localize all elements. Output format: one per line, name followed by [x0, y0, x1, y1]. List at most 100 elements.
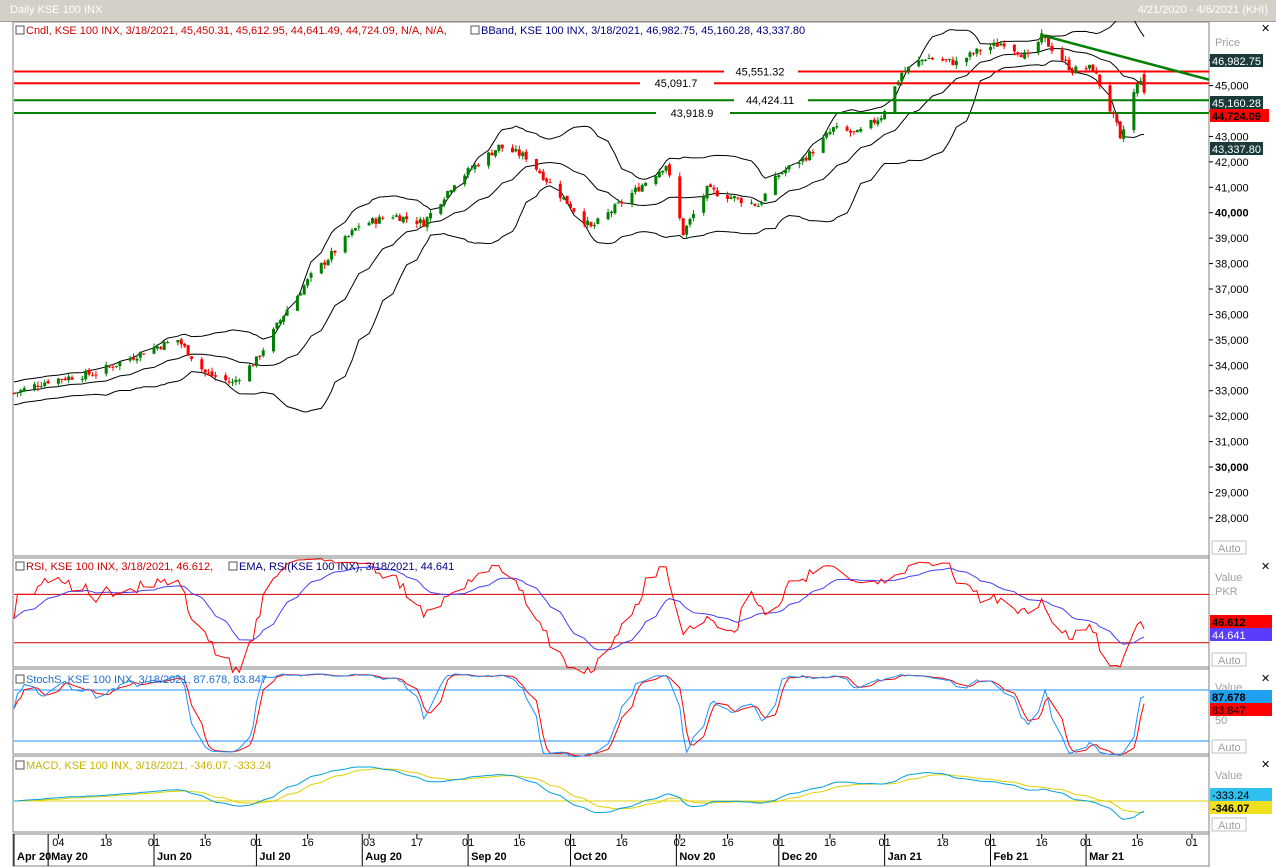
candle-body — [965, 57, 969, 63]
macd-axis-title: Value — [1215, 770, 1242, 782]
price-tick-label: 37,000 — [1215, 284, 1249, 296]
window-title: Daily KSE 100 INX — [10, 4, 103, 16]
rsi-pane-close-icon[interactable]: ✕ — [1261, 561, 1270, 573]
price-auto-label: Auto — [1218, 543, 1241, 555]
candle-body — [1019, 55, 1023, 58]
stoch-auto-button[interactable] — [1211, 739, 1247, 754]
cndl-legend-text: Cndl, KSE 100 INX, 3/18/2021, 45,450.31,… — [26, 25, 447, 37]
ema-legend-text: EMA, RSI(KSE 100 INX), 3/18/2021, 44.641 — [239, 561, 454, 573]
candle-body — [425, 217, 429, 228]
price-tick-label: 45,000 — [1215, 81, 1249, 93]
candle-body — [1108, 85, 1112, 112]
candle-body — [111, 366, 115, 368]
bband-middle-line — [13, 47, 1145, 394]
candle-body — [67, 376, 71, 381]
level-label-bg — [640, 77, 714, 90]
candle-body — [917, 60, 921, 67]
candle-body — [452, 185, 456, 191]
tag-middle: 45,160.28 — [1212, 98, 1261, 110]
rsi-pane[interactable] — [12, 557, 1210, 668]
stoch-tick-50: 50 — [1215, 715, 1227, 727]
time-month-label: Apr 20 — [17, 851, 51, 863]
candle-body — [732, 196, 736, 199]
candle-body — [80, 378, 84, 380]
stoch-legend: StochS, KSE 100 INX, 3/18/2021, 87.678, … — [15, 674, 267, 686]
candle-body — [582, 211, 586, 225]
candle-body — [330, 251, 334, 260]
stoch-legend-icon — [15, 674, 25, 684]
candle-body — [278, 320, 282, 324]
candle-body — [39, 386, 43, 388]
candle-body — [1084, 68, 1088, 70]
candle-body — [1060, 49, 1064, 61]
bband-legend-text: BBand, KSE 100 INX, 3/18/2021, 46,982.75… — [481, 25, 805, 37]
macd-auto-button[interactable] — [1211, 817, 1247, 832]
candle-body — [562, 197, 566, 200]
candle-body — [534, 159, 538, 170]
stoch-tags: 87.678 83.847 — [1210, 690, 1272, 717]
macd-pane[interactable] — [12, 755, 1210, 833]
candle-body — [845, 126, 849, 131]
candle-body — [678, 176, 682, 219]
candle-body — [849, 130, 852, 133]
candle-body — [94, 374, 98, 376]
candle-body — [415, 220, 419, 224]
candle-body — [405, 216, 409, 220]
candle-body — [1016, 52, 1020, 55]
candle-body — [132, 357, 135, 360]
time-day-label: 18 — [100, 837, 112, 849]
rsi-auto-button[interactable] — [1211, 652, 1247, 667]
candle-body — [510, 147, 514, 153]
tag-macd: -333.24 — [1212, 790, 1249, 802]
candle-body — [350, 230, 354, 236]
candle-body — [930, 57, 934, 60]
macd-auto-label: Auto — [1218, 820, 1241, 832]
macd-pane-close-icon[interactable]: ✕ — [1261, 759, 1270, 771]
candle-body — [306, 279, 310, 286]
candle-body — [135, 358, 139, 361]
tag-lower-bg — [1210, 142, 1263, 155]
candle-body — [1050, 45, 1054, 51]
candle-body — [691, 213, 695, 219]
candle-body — [712, 187, 716, 190]
candle-body — [347, 235, 351, 237]
price-tick-label: 41,000 — [1215, 182, 1249, 194]
candle-body — [371, 218, 374, 224]
candle-body — [900, 73, 904, 82]
time-axis — [12, 833, 1210, 867]
price-auto-button[interactable] — [1211, 540, 1247, 555]
candle-body — [808, 151, 812, 161]
time-month-label: Jan 21 — [888, 851, 922, 863]
stoch-k-line — [13, 673, 1145, 758]
time-day-label: 18 — [937, 837, 949, 849]
time-day-label: 16 — [513, 837, 525, 849]
time-month-label: Mar 21 — [1089, 851, 1124, 863]
candle-body — [855, 130, 859, 133]
price-pane-close-icon[interactable]: ✕ — [1261, 23, 1270, 35]
candle-body — [500, 144, 504, 149]
candle-body — [374, 218, 378, 224]
rsi-line — [13, 558, 1145, 675]
level-label: 45,091.7 — [655, 78, 698, 90]
candle-body — [633, 187, 637, 193]
price-pane[interactable] — [12, 21, 1210, 557]
stoch-pane[interactable] — [12, 668, 1210, 755]
chart-canvas[interactable]: 45,551.32 45,091.7 44,424.11 43,918.9 04 18 0… — [0, 21, 1276, 867]
candle-body — [398, 215, 402, 222]
candle-body — [569, 203, 573, 209]
candle-body — [828, 131, 832, 135]
candle-body — [729, 197, 733, 199]
candle-body — [835, 126, 839, 128]
candle-body — [811, 151, 815, 154]
candle-body — [797, 162, 801, 165]
candle-body — [357, 226, 361, 228]
stoch-legend-text: StochS, KSE 100 INX, 3/18/2021, 87.678, … — [26, 674, 267, 686]
candle-body — [302, 285, 306, 295]
level-label: 44,424.11 — [746, 95, 794, 107]
stoch-pane-close-icon[interactable]: ✕ — [1261, 673, 1270, 685]
candle-body — [688, 218, 692, 225]
candle-body — [517, 149, 521, 156]
candle-body — [108, 366, 112, 368]
time-month-label: Dec 20 — [782, 851, 817, 863]
